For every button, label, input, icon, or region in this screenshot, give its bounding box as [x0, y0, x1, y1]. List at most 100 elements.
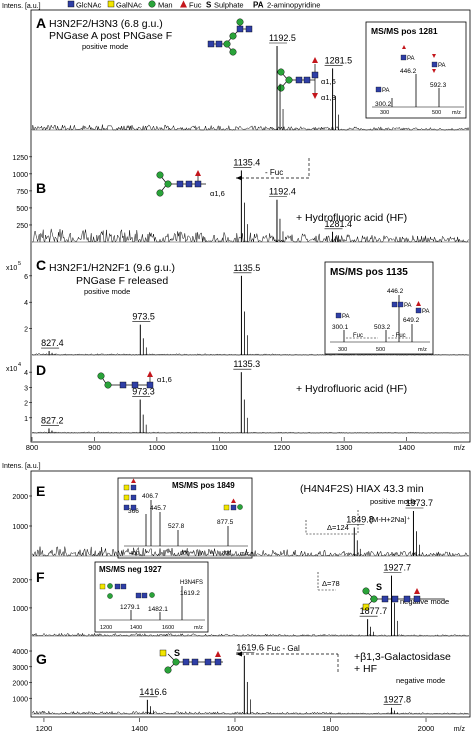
panel-letter-g: G — [36, 651, 47, 667]
panel-d-yexp: x10 — [6, 366, 17, 373]
linkage-b: α1,6 — [210, 189, 225, 198]
panel-letter-e: E — [36, 483, 45, 499]
svg-text:PA: PA — [438, 63, 446, 69]
panel-e-mode: positive mode — [370, 497, 416, 506]
peak-label: 1927.8 — [384, 695, 412, 705]
svg-text:503.2: 503.2 — [374, 324, 391, 331]
svg-text:1600: 1600 — [162, 625, 174, 631]
x-tick-label: 1200 — [36, 724, 53, 732]
y-tick-label: 750 — [16, 189, 28, 196]
panel-letter-f: F — [36, 569, 45, 585]
noise-trace — [31, 228, 469, 243]
x-tick-label: 800 — [26, 443, 39, 452]
linkage-d: α1,6 — [157, 375, 172, 384]
svg-text:1279.1: 1279.1 — [120, 604, 140, 611]
panel-letter-b: B — [36, 180, 46, 196]
svg-text:600: 600 — [180, 551, 189, 557]
fuc-icon — [180, 0, 187, 8]
panel-a: A H3N2F2/H3N3 (6.8 g.u.) PNGase A post P… — [36, 15, 467, 119]
inset-a-title: MS/MS pos 1281 — [371, 26, 438, 36]
svg-text:366: 366 — [128, 508, 139, 515]
y-tick-label: 4000 — [12, 649, 28, 656]
inset-c: MS/MS pos 1135 300.1 446.2 503.2 649.2 3… — [324, 261, 434, 355]
svg-text:445.7: 445.7 — [150, 505, 167, 512]
y-tick-label: 1000 — [12, 696, 28, 703]
svg-text:877.5: 877.5 — [217, 519, 234, 526]
peak-label: 1973.7 — [405, 498, 433, 508]
peak-label: 973.3 — [132, 387, 155, 397]
svg-text:PA: PA — [404, 303, 412, 309]
glycan-a2 — [277, 57, 319, 99]
panel-f-sulphate: S — [376, 582, 382, 592]
panel-d-annotation: + Hydrofluoric acid (HF) — [296, 383, 407, 395]
svg-text:m/z: m/z — [418, 347, 427, 353]
svg-text:PA: PA — [407, 56, 415, 62]
x-tick-label: 1100 — [211, 443, 227, 452]
x-tick-label: 1400 — [398, 443, 415, 452]
svg-text:500: 500 — [376, 347, 385, 353]
svg-text:500: 500 — [432, 110, 441, 116]
y-tick-label: 2 — [24, 327, 28, 334]
svg-text:300.1: 300.1 — [332, 324, 349, 331]
x-tick-label: 900 — [88, 443, 101, 452]
x-unit-label: m/z — [454, 445, 466, 452]
inset-e: MS/MS pos 1849 366 406.7 445.7 527.8 877… — [117, 477, 253, 559]
svg-text:300: 300 — [338, 347, 347, 353]
bottom-frame — [30, 470, 471, 718]
top-ylabel: Intens. [a.u.] — [2, 3, 41, 10]
svg-text:PA: PA — [422, 309, 430, 315]
panel-f-mode: negative mode — [400, 597, 449, 606]
y-tick-label: 250 — [16, 223, 28, 230]
noise-trace — [31, 431, 469, 434]
noise-trace — [31, 353, 469, 356]
peak-label: 827.4 — [41, 338, 64, 348]
panel-a-mode: positive mode — [82, 42, 128, 51]
svg-text:1482.1: 1482.1 — [148, 606, 168, 613]
noise-trace — [31, 546, 469, 557]
legend-sulphate: Sulphate — [214, 1, 244, 10]
legend-galnac: GalNAc — [116, 1, 142, 10]
x-tick-label: 1000 — [149, 443, 166, 452]
peak-label: 1619.6 — [236, 643, 264, 653]
svg-text:446.2: 446.2 — [400, 68, 417, 75]
peak-label: 1281.5 — [325, 55, 353, 65]
linkage-a-2: α1,3 — [321, 93, 336, 102]
x-tick-label: 1800 — [322, 724, 339, 732]
x-tick-label: 2000 — [418, 724, 435, 732]
svg-text:m/z: m/z — [194, 625, 203, 631]
panel-e: E (H4N4F2S) HIAX 43.3 min positive mode … — [36, 477, 424, 559]
svg-text:649.2: 649.2 — [403, 317, 420, 324]
svg-text:PA: PA — [342, 314, 350, 320]
galnac-icon — [107, 0, 115, 8]
panel-b-annotation: + Hydrofluoric acid (HF) — [296, 212, 407, 224]
y-tick-label: 2000 — [12, 681, 28, 688]
inset-f-title: MS/MS neg 1927 — [99, 565, 162, 574]
peak-label: 1192.4 — [269, 187, 296, 197]
svg-text:300: 300 — [380, 110, 389, 116]
peak-label: 1135.5 — [233, 263, 260, 273]
peak-label: 1849.8 — [346, 515, 374, 525]
panel-a-subtitle: PNGase A post PNGase F — [49, 30, 172, 42]
svg-text:H3N4FS: H3N4FS — [180, 580, 203, 586]
svg-text:406.7: 406.7 — [142, 493, 159, 500]
spectra-layer: 1192.51281.51135.41192.41281.41250100075… — [12, 33, 470, 732]
y-tick-label: 3000 — [12, 665, 28, 672]
noise-trace — [31, 632, 469, 637]
panel-a-title: H3N2F2/H3N3 (6.8 g.u.) — [49, 18, 163, 30]
panel-b: B + Hydrofluoric acid (HF) - Fuc α1,6 — [36, 158, 407, 224]
noise-trace — [31, 124, 470, 131]
peak-label: 827.2 — [41, 415, 64, 425]
glcnac-icon — [67, 0, 75, 8]
y-tick-label: 1000 — [12, 606, 28, 613]
panel-c-yexp-power: 5 — [18, 261, 21, 267]
svg-text:300.2: 300.2 — [375, 101, 392, 108]
y-tick-label: 4 — [24, 300, 28, 307]
bottom-ylabel: Intens. [a.u.] — [2, 463, 41, 470]
panel-g-mode: negative mode — [396, 676, 445, 685]
y-tick-label: 2000 — [12, 578, 28, 585]
panel-g-annotation2: + HF — [354, 663, 377, 675]
peak-label: 973.5 — [132, 312, 155, 322]
x-tick-label: 1400 — [131, 724, 148, 732]
